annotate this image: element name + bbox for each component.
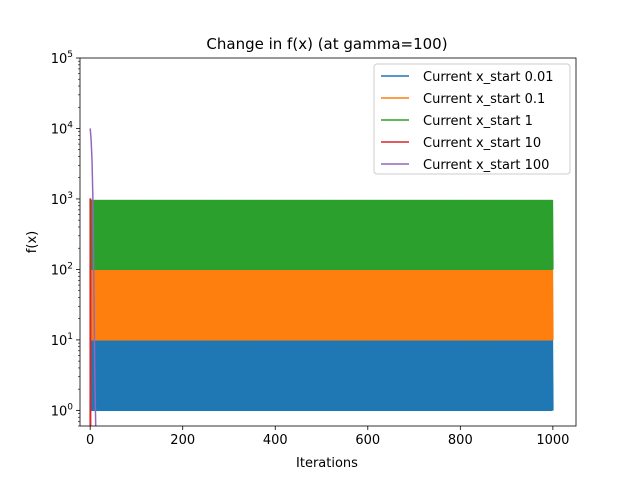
legend-label-4: Current x_start 10 xyxy=(423,136,541,151)
series-line-2 xyxy=(89,198,554,341)
legend-label-5: Current x_start 100 xyxy=(423,158,549,173)
legend-frame xyxy=(373,63,571,175)
series-line-3 xyxy=(89,199,554,271)
legend-label-1: Current x_start 0.01 xyxy=(423,70,554,85)
y-tick-exponent: 4 xyxy=(67,120,73,130)
x-tick-label: 1000 xyxy=(536,433,569,448)
y-tick-base: 10 xyxy=(51,122,68,137)
y-tick-base: 10 xyxy=(51,263,68,278)
y-tick-base: 10 xyxy=(51,193,68,208)
legend-label-3: Current x_start 1 xyxy=(423,114,533,129)
plot-frame xyxy=(79,57,577,427)
y-tick-exponent: 1 xyxy=(67,332,73,342)
y-tick-label: 104 xyxy=(51,120,74,137)
legend: Current x_start 0.01 Current x_start 0.1 C… xyxy=(373,63,571,175)
legend-label-2: Current x_start 0.1 xyxy=(423,92,545,107)
y-tick-exponent: 3 xyxy=(67,191,73,201)
y-tick-exponent: 5 xyxy=(67,50,73,60)
y-tick-base: 10 xyxy=(51,334,68,349)
y-tick-label: 105 xyxy=(51,50,73,67)
y-tick-exponent: 0 xyxy=(67,402,73,412)
x-tick-label: 400 xyxy=(263,433,288,448)
x-axis-label: Iterations xyxy=(296,456,358,471)
y-tick-base: 10 xyxy=(51,52,68,67)
x-tick-label: 800 xyxy=(448,433,473,448)
y-axis-label: f(x) xyxy=(25,231,40,253)
y-tick-base: 10 xyxy=(51,404,68,419)
series-line-1 xyxy=(89,339,554,412)
x-tick-label: 200 xyxy=(170,433,195,448)
plot-series-layer xyxy=(89,128,554,426)
y-tick-label: 102 xyxy=(51,261,73,278)
chart-title: Change in f(x) (at gamma=100) xyxy=(206,35,447,53)
y-tick-label: 100 xyxy=(51,402,74,419)
x-tick-label: 0 xyxy=(86,433,94,448)
x-tick-label: 600 xyxy=(355,433,380,448)
y-tick-label: 103 xyxy=(51,191,73,208)
y-tick-exponent: 2 xyxy=(67,261,73,271)
y-tick-label: 101 xyxy=(51,332,73,349)
series-line-5 xyxy=(89,128,97,426)
